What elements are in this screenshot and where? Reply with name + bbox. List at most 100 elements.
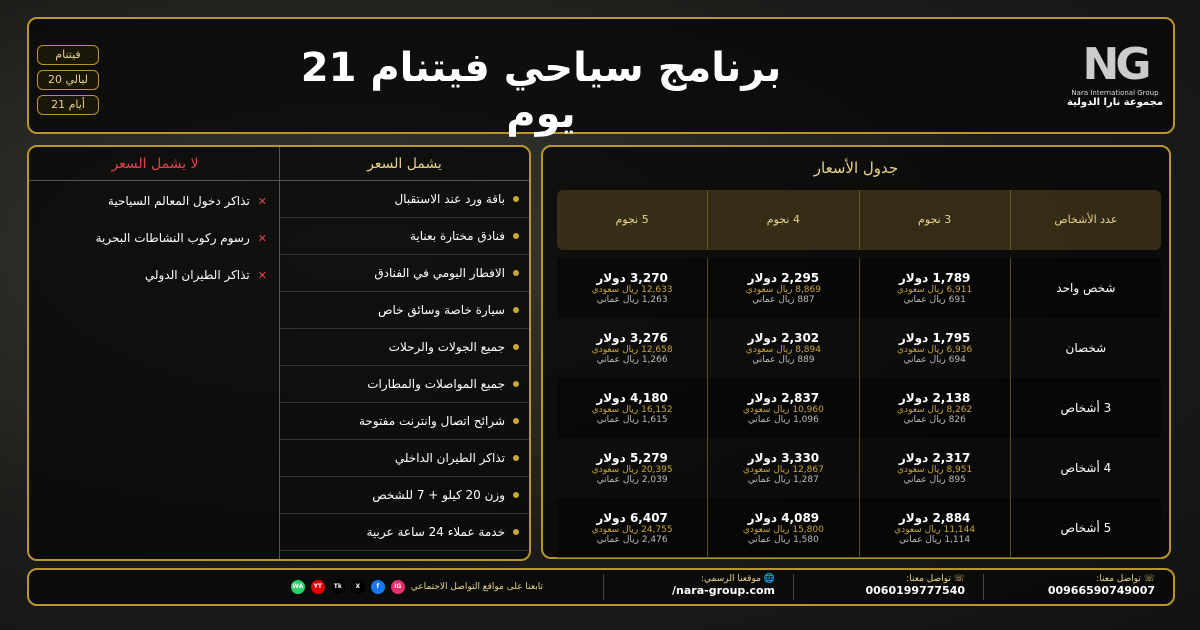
website: 🌐 موقعنا الرسمي: nara-group.com/ — [603, 574, 793, 600]
table-row: شخص واحد 1,789 دولار 6,911 ريال سعودي 691 ر… — [557, 258, 1161, 318]
price-table-panel: جدول الأسعار عدد الأشخاص 3 نجوم 4 نجوم 5… — [541, 145, 1171, 559]
badge-days: 21 أيام — [37, 95, 99, 115]
price-omr: 1,266 ريال عماني — [596, 355, 668, 365]
price-cell: 5,279 دولار 20,395 ريال سعودي 2,039 ريال ع… — [557, 438, 707, 498]
inclusions-panel: يشمل السعر باقة ورد عند الاستقبال فنادق م… — [27, 145, 531, 561]
phone-number[interactable]: 0060199777540 — [865, 584, 966, 597]
bullet-icon — [513, 233, 519, 239]
include-item: باقة ورد عند الاستقبال — [280, 181, 529, 218]
logo-english: Nara International Group — [1071, 89, 1159, 97]
persons-cell: 4 أشخاص — [1009, 438, 1161, 498]
trip-badges: فيتنام 20 ليالي 21 أيام — [37, 45, 99, 115]
excludes-column: لا يشمل السعر ✕ تذاكر دخول المعالم السياح… — [29, 147, 281, 559]
table-row: 3 أشخاص 2,138 دولار 8,262 ريال سعودي 826 ري… — [557, 378, 1161, 438]
exclude-text: تذاكر الطيران الدولي — [144, 268, 250, 282]
header: فيتنام 20 ليالي 21 أيام برنامج سياحي فيت… — [27, 17, 1175, 137]
persons-cell: 3 أشخاص — [1009, 378, 1161, 438]
price-usd: 3,270 دولار — [596, 271, 668, 285]
include-text: تذاكر الطيران الداخلي — [394, 450, 505, 465]
include-text: سيارة خاصة وسائق خاص — [378, 302, 505, 317]
price-sar: 20,395 ريال سعودي — [591, 465, 673, 475]
include-text: الافطار اليومي في الفنادق — [374, 265, 505, 280]
price-usd: 2,295 دولار — [747, 271, 820, 285]
page-title: برنامج سياحي فيتنام 21 يوم — [300, 45, 782, 137]
include-item: جميع المواصلات والمطارات — [280, 366, 529, 403]
price-usd: 3,330 دولار — [747, 451, 820, 465]
price-cell: 4,089 دولار 15,800 ريال سعودي 1,580 ريال ع… — [707, 498, 858, 558]
bullet-icon — [513, 270, 519, 276]
bullet-icon — [513, 529, 519, 535]
social-icon-ig[interactable]: IG — [390, 580, 405, 594]
social-icon-x[interactable]: X — [350, 580, 365, 594]
logo: NG Nara International Group مجموعة نارا … — [1065, 41, 1165, 109]
price-sar: 8,894 ريال سعودي — [745, 345, 821, 355]
price-sar: 6,911 ريال سعودي — [897, 285, 973, 295]
price-usd: 2,302 دولار — [747, 331, 820, 345]
price-sar: 15,800 ريال سعودي — [742, 525, 824, 535]
website-link[interactable]: nara-group.com/ — [672, 584, 775, 597]
price-usd: 1,789 دولار — [898, 271, 971, 285]
bullet-icon — [513, 455, 519, 461]
includes-title: يشمل السعر — [280, 147, 529, 181]
price-usd: 6,407 دولار — [596, 511, 668, 525]
bullet-icon — [513, 307, 519, 313]
price-sar: 6,936 ريال سعودي — [897, 345, 973, 355]
social-icon-tk[interactable]: Tk — [330, 580, 345, 594]
price-sar: 12,658 ريال سعودي — [591, 345, 673, 355]
excludes-title: لا يشمل السعر — [29, 147, 281, 181]
bullet-icon — [513, 418, 519, 424]
include-text: باقة ورد عند الاستقبال — [394, 191, 505, 206]
include-item: فنادق مختارة بعناية — [280, 218, 529, 255]
price-sar: 11,144 ريال سعودي — [894, 525, 976, 535]
badge-destination: فيتنام — [37, 45, 99, 65]
price-cell: 2,884 دولار 11,144 ريال سعودي 1,114 ريال ع… — [858, 498, 1010, 558]
price-omr: 889 ريال عماني — [752, 355, 815, 365]
bullet-icon — [513, 381, 519, 387]
price-usd: 3,276 دولار — [596, 331, 668, 345]
footer: ☏ تواصل معنا: 00966590749007 ☏ تواصل معن… — [27, 568, 1175, 606]
price-sar: 12,633 ريال سعودي — [591, 285, 673, 295]
price-usd: 2,884 دولار — [898, 511, 971, 525]
social-icon-yt[interactable]: YT — [310, 580, 325, 594]
price-omr: 895 ريال عماني — [903, 475, 966, 485]
bullet-icon — [513, 344, 519, 350]
price-sar: 8,869 ريال سعودي — [745, 285, 821, 295]
price-omr: 1,615 ريال عماني — [596, 415, 668, 425]
header-4-stars: 4 نجوم — [707, 190, 858, 250]
header-3-stars: 3 نجوم — [858, 190, 1010, 250]
price-cell: 6,407 دولار 24,755 ريال سعودي 2,476 ريال ع… — [557, 498, 707, 558]
price-table: عدد الأشخاص 3 نجوم 4 نجوم 5 نجوم شخص واح… — [557, 190, 1161, 558]
header-persons: عدد الأشخاص — [1009, 190, 1161, 250]
price-omr: 1,114 ريال عماني — [899, 535, 971, 545]
price-cell: 2,295 دولار 8,869 ريال سعودي 887 ريال عمان… — [707, 258, 858, 318]
price-omr: 1,580 ريال عماني — [747, 535, 819, 545]
exclude-item: ✕ تذاكر دخول المعالم السياحية — [29, 183, 281, 220]
badge-nights: 20 ليالي — [37, 70, 99, 90]
persons-cell: شخصان — [1009, 318, 1161, 378]
include-item: جميع الجولات والرحلات — [280, 329, 529, 366]
logo-arabic: مجموعة نارا الدولية — [1066, 97, 1163, 108]
social-icon-wa[interactable]: WA — [290, 580, 305, 594]
price-table-title: جدول الأسعار — [813, 159, 899, 177]
price-usd: 4,180 دولار — [596, 391, 668, 405]
bullet-icon — [513, 196, 519, 202]
price-omr: 1,263 ريال عماني — [596, 295, 668, 305]
social-links: تابعنا على مواقع التواصل الاجتماعي IG f X T… — [290, 580, 603, 594]
include-text: شرائح اتصال وانترنت مفتوحة — [359, 413, 505, 428]
include-text: جميع الجولات والرحلات — [388, 339, 505, 354]
x-icon: ✕ — [257, 232, 267, 245]
price-usd: 1,795 دولار — [898, 331, 971, 345]
exclude-text: تذاكر دخول المعالم السياحية — [107, 194, 250, 208]
bullet-icon — [513, 492, 519, 498]
exclude-item: ✕ رسوم ركوب النشاطات البحرية — [29, 220, 281, 257]
price-sar: 8,262 ريال سعودي — [897, 405, 973, 415]
social-label: تابعنا على مواقع التواصل الاجتماعي — [410, 582, 543, 592]
include-item: شرائح اتصال وانترنت مفتوحة — [280, 403, 529, 440]
price-cell: 2,837 دولار 10,960 ريال سعودي 1,096 ريال ع… — [707, 378, 858, 438]
x-icon: ✕ — [257, 269, 267, 282]
table-row: 5 أشخاص 2,884 دولار 11,144 ريال سعودي 1,114… — [557, 498, 1161, 558]
exclude-item: ✕ تذاكر الطيران الدولي — [29, 257, 281, 294]
phone-number[interactable]: 00966590749007 — [1047, 584, 1155, 597]
x-icon: ✕ — [257, 195, 267, 208]
social-icon-f[interactable]: f — [370, 580, 385, 594]
